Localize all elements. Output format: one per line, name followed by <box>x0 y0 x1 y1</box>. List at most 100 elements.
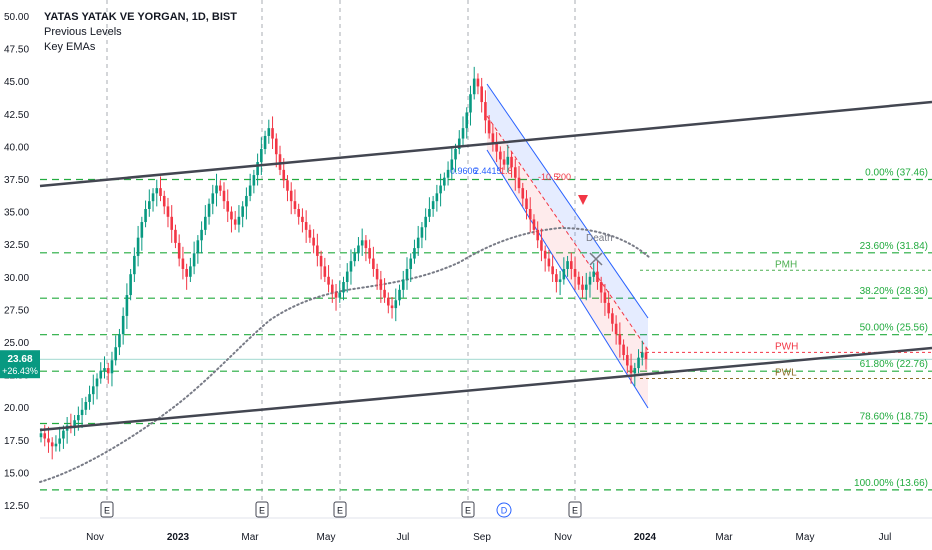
candle-body <box>95 378 99 387</box>
earnings-marker-label: E <box>465 506 471 516</box>
candle-body <box>129 274 132 296</box>
candle-body <box>58 438 61 444</box>
channel-upper-fill <box>487 84 648 350</box>
fib-level-label: 78.60% (18.75) <box>860 412 928 423</box>
earnings-marker-icon <box>461 501 475 518</box>
candle-body <box>136 237 140 256</box>
candle-body <box>54 443 58 447</box>
candle-body <box>189 266 192 277</box>
candle-body <box>88 394 91 402</box>
candle-body <box>525 198 528 209</box>
candle-body <box>596 271 599 283</box>
candle-body <box>271 128 274 139</box>
price-badge-box <box>0 350 40 379</box>
candle-body <box>360 240 364 246</box>
sell-arrow-icon <box>578 195 588 205</box>
candle-body <box>573 268 577 277</box>
candle-body <box>439 185 442 194</box>
candle-body <box>499 151 502 160</box>
channel-upper-line <box>486 83 649 319</box>
y-tick-label: 17.50 <box>4 436 29 447</box>
candle-body <box>461 128 465 139</box>
time-axis[interactable]: Nov 2023 Mar May Jul Sep Nov 2024 Mar May Jul <box>40 517 932 543</box>
candle-body <box>555 274 558 283</box>
trendlines[interactable] <box>39 100 932 432</box>
candle-body <box>472 78 476 95</box>
candle-body <box>502 159 506 165</box>
candle-body <box>192 253 196 267</box>
candle-body <box>390 305 394 309</box>
price-badge: 23.68+26.43% <box>0 350 40 379</box>
chart-grid <box>106 0 576 518</box>
event-markers[interactable]: Death E E E E D E <box>100 195 613 518</box>
candle-body <box>543 250 547 259</box>
candle-body <box>207 203 211 217</box>
y-tick-label: 40.00 <box>4 142 29 153</box>
candle-body <box>637 357 640 369</box>
candle-body <box>379 279 383 290</box>
indicator-previous-levels[interactable]: Previous Levels <box>44 26 122 38</box>
candle-body <box>405 268 409 280</box>
candle-body <box>289 190 293 202</box>
price-badge-change: +26.43% <box>2 366 38 376</box>
candle-body <box>446 169 450 178</box>
candle-body <box>521 188 525 199</box>
y-tick-label: 35.00 <box>4 208 29 219</box>
candle-body <box>644 352 648 360</box>
x-tick-label: May <box>796 532 815 543</box>
x-tick-label: May <box>317 532 336 543</box>
candle-body <box>327 276 330 285</box>
channel-lower-line <box>486 149 649 409</box>
candle-body <box>435 193 439 202</box>
upper-trendline <box>39 100 932 188</box>
price-axis[interactable]: 50.00 47.50 45.00 42.50 40.00 37.50 35.00 32.50… <box>4 12 29 512</box>
candle-body <box>43 433 47 439</box>
candle-body <box>312 237 315 246</box>
y-tick-label: 30.00 <box>4 273 29 284</box>
candle-body <box>133 255 136 275</box>
candle-body <box>401 279 405 290</box>
candle-body <box>506 156 510 165</box>
candle-body <box>577 276 581 285</box>
candle-body <box>510 156 513 168</box>
candle-body <box>584 284 588 290</box>
candle-body <box>599 282 603 293</box>
candle-body <box>428 208 431 217</box>
x-tick-label: Mar <box>715 532 733 543</box>
fib-level-label: 100.00% (13.66) <box>854 478 928 489</box>
candle-body <box>349 261 353 272</box>
candle-body <box>581 284 584 290</box>
indicator-key-emas[interactable]: Key EMAs <box>44 41 96 53</box>
candle-body <box>151 193 155 202</box>
candle-body <box>170 216 174 230</box>
candle-body <box>237 216 241 225</box>
candle-body <box>297 208 300 217</box>
candle-body <box>252 175 256 186</box>
x-tick-label: Nov <box>554 532 572 543</box>
candle-body <box>633 368 637 374</box>
candle-body <box>532 219 536 230</box>
candle-body <box>413 248 416 259</box>
previous-level-label: PMH <box>775 259 797 270</box>
earnings-marker-icon <box>100 501 114 518</box>
candle-body <box>588 276 592 285</box>
candle-body <box>368 248 371 259</box>
candle-body <box>495 143 498 152</box>
y-tick-label: 27.50 <box>4 305 29 316</box>
earnings-marker-label: E <box>259 506 265 516</box>
candle-body <box>174 229 177 243</box>
candle-body <box>558 279 562 283</box>
candle-body <box>622 344 625 356</box>
candle-body <box>211 193 215 204</box>
previous-levels: PMH PWH PWL <box>40 259 932 380</box>
candle-body <box>592 271 596 277</box>
candle-body <box>162 195 166 207</box>
x-tick-label: 2023 <box>167 532 190 543</box>
channel-label: 0.9606 <box>450 166 478 176</box>
candle-body <box>484 102 487 121</box>
candle-body <box>517 177 521 189</box>
candle-body <box>286 180 289 191</box>
channel-label: 1.8 <box>500 166 513 176</box>
symbol-title[interactable]: YATAS YATAK VE YORGAN, 1D, BIST <box>44 11 237 23</box>
